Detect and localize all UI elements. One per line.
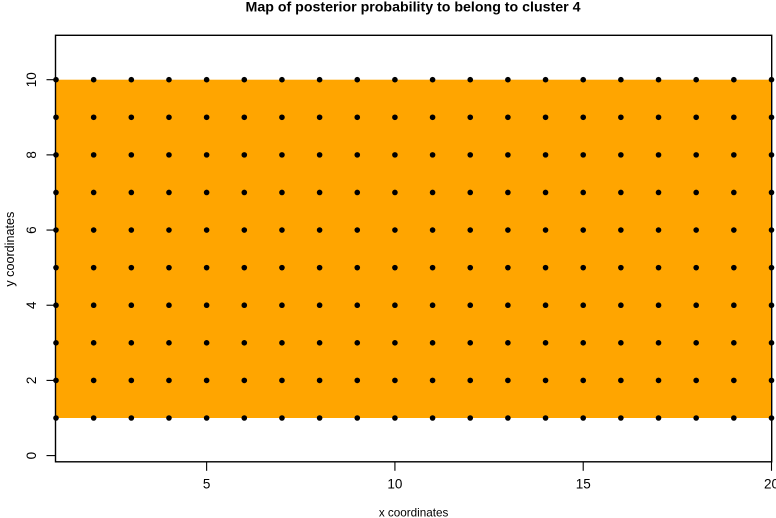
svg-text:Map of posterior probability t: Map of posterior probability to belong t… <box>246 0 581 16</box>
svg-text:8: 8 <box>24 151 39 159</box>
svg-text:4: 4 <box>24 301 39 309</box>
svg-text:10: 10 <box>24 72 39 87</box>
svg-text:6: 6 <box>24 226 39 234</box>
svg-text:5: 5 <box>203 477 211 492</box>
svg-text:20: 20 <box>764 477 776 492</box>
svg-text:y coordinates: y coordinates <box>3 212 17 287</box>
svg-text:2: 2 <box>24 377 39 385</box>
svg-text:10: 10 <box>387 477 402 492</box>
svg-text:0: 0 <box>24 452 39 460</box>
svg-text:15: 15 <box>576 477 591 492</box>
svg-text:x coordinates: x coordinates <box>379 507 449 518</box>
